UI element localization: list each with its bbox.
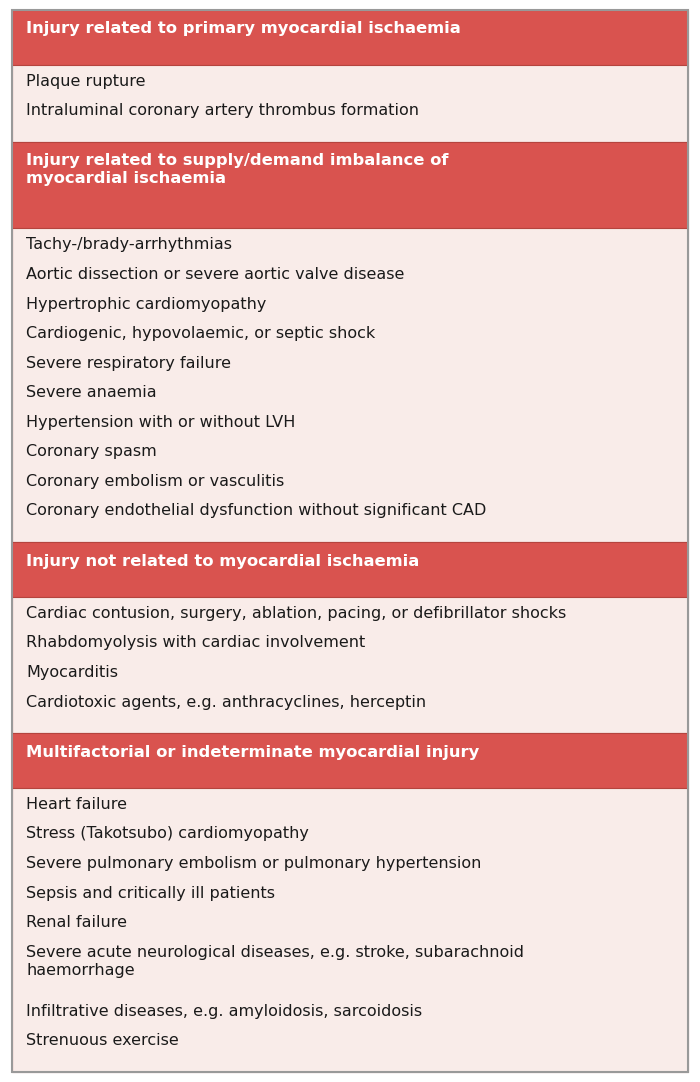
Bar [12, 228, 688, 542]
Text: Tachy-/brady-arrhythmias: Tachy-/brady-arrhythmias [26, 237, 232, 252]
Text: Cardiotoxic agents, e.g. anthracyclines, herceptin: Cardiotoxic agents, e.g. anthracyclines,… [26, 695, 426, 710]
Text: Heart failure: Heart failure [26, 796, 127, 812]
Bar [12, 142, 688, 228]
Text: Rhabdomyolysis with cardiac involvement: Rhabdomyolysis with cardiac involvement [26, 635, 365, 650]
Text: Renal failure: Renal failure [26, 915, 127, 931]
Text: Coronary endothelial dysfunction without significant CAD: Coronary endothelial dysfunction without… [26, 503, 486, 518]
Text: Infiltrative diseases, e.g. amyloidosis, sarcoidosis: Infiltrative diseases, e.g. amyloidosis,… [26, 1004, 422, 1019]
Bar [12, 734, 688, 788]
Text: Aortic dissection or severe aortic valve disease: Aortic dissection or severe aortic valve… [26, 267, 405, 282]
Bar [12, 65, 688, 142]
Text: Myocarditis: Myocarditis [26, 665, 118, 679]
Text: Sepsis and critically ill patients: Sepsis and critically ill patients [26, 885, 275, 900]
Text: Injury related to primary myocardial ischaemia: Injury related to primary myocardial isc… [26, 22, 461, 37]
Bar [12, 596, 688, 734]
Text: Severe acute neurological diseases, e.g. stroke, subarachnoid
haemorrhage: Severe acute neurological diseases, e.g.… [26, 945, 524, 978]
Text: Injury related to supply/demand imbalance of
myocardial ischaemia: Injury related to supply/demand imbalanc… [26, 154, 449, 186]
Text: Cardiogenic, hypovolaemic, or septic shock: Cardiogenic, hypovolaemic, or septic sho… [26, 326, 375, 341]
Text: Intraluminal coronary artery thrombus formation: Intraluminal coronary artery thrombus fo… [26, 103, 419, 118]
Text: Severe respiratory failure: Severe respiratory failure [26, 356, 231, 371]
Bar [12, 788, 688, 1072]
Text: Coronary spasm: Coronary spasm [26, 445, 157, 460]
Text: Hypertrophic cardiomyopathy: Hypertrophic cardiomyopathy [26, 296, 267, 312]
Text: Coronary embolism or vasculitis: Coronary embolism or vasculitis [26, 474, 284, 489]
Text: Multifactorial or indeterminate myocardial injury: Multifactorial or indeterminate myocardi… [26, 744, 480, 760]
Bar [12, 542, 688, 596]
Text: Strenuous exercise: Strenuous exercise [26, 1033, 178, 1048]
Bar [12, 10, 688, 65]
Text: Severe pulmonary embolism or pulmonary hypertension: Severe pulmonary embolism or pulmonary h… [26, 856, 482, 871]
Text: Severe anaemia: Severe anaemia [26, 385, 157, 400]
Text: Plaque rupture: Plaque rupture [26, 74, 146, 89]
Text: Hypertension with or without LVH: Hypertension with or without LVH [26, 414, 295, 430]
Text: Cardiac contusion, surgery, ablation, pacing, or defibrillator shocks: Cardiac contusion, surgery, ablation, pa… [26, 606, 566, 621]
Text: Injury not related to myocardial ischaemia: Injury not related to myocardial ischaem… [26, 554, 419, 568]
Text: Stress (Takotsubo) cardiomyopathy: Stress (Takotsubo) cardiomyopathy [26, 827, 309, 842]
